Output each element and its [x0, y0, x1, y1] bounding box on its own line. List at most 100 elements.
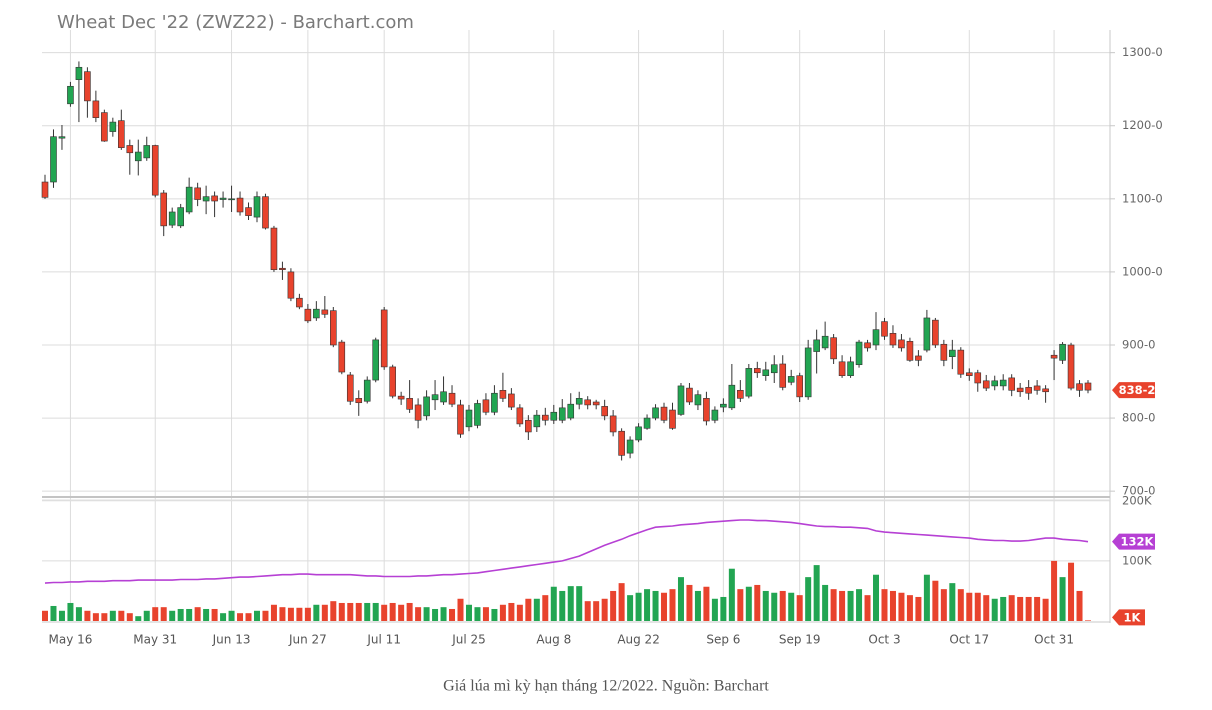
volume-bar — [508, 602, 515, 621]
volume-bar — [525, 598, 532, 621]
candle-body — [346, 374, 354, 402]
candle-body — [50, 136, 57, 183]
candle-body — [1033, 385, 1041, 391]
candle-body — [855, 341, 863, 366]
candle-body — [1008, 377, 1015, 391]
volume-bar — [84, 610, 91, 621]
candle-body — [542, 414, 549, 421]
volume-bar — [372, 602, 379, 621]
volume-bar — [576, 586, 583, 621]
volume-bar — [1008, 595, 1015, 621]
volume-bar — [788, 592, 795, 621]
y-tick-label: 800-0 — [1122, 411, 1155, 425]
candle-body — [575, 398, 583, 405]
candle-body — [787, 376, 795, 383]
candle-body — [694, 394, 702, 406]
volume-bar — [449, 608, 456, 621]
candle-body — [635, 426, 642, 441]
volume-bar — [262, 610, 269, 621]
candle-body — [474, 403, 481, 426]
candle-body — [626, 439, 634, 454]
candle-body — [847, 361, 854, 376]
candle-body — [406, 398, 413, 410]
volume-bar — [839, 590, 846, 621]
volume-bar — [42, 610, 48, 621]
candle-body — [1076, 383, 1083, 391]
y-tick-label: 1200-0 — [1122, 118, 1163, 132]
volume-bar — [270, 604, 277, 621]
volume-bar — [957, 589, 964, 621]
candle-body — [703, 398, 710, 422]
volume-bar — [567, 586, 574, 621]
candle-body — [321, 309, 329, 315]
volume-bar — [482, 607, 489, 621]
volume-bar — [813, 565, 820, 621]
volume-bar — [711, 598, 718, 621]
volume-bar — [101, 613, 108, 621]
candle-body — [431, 394, 439, 401]
x-tick-label: Jul 25 — [451, 633, 486, 647]
volume-bar — [296, 607, 303, 621]
volume-bar — [618, 583, 625, 621]
candle-body — [219, 197, 227, 200]
volume-bar — [440, 607, 447, 621]
candle-body — [1050, 354, 1058, 359]
volume-bar — [1034, 596, 1041, 621]
volume-bar — [1085, 620, 1091, 621]
volume-bar — [889, 590, 896, 621]
volume-bar — [881, 589, 888, 621]
candle-body — [830, 337, 837, 360]
volume-bar — [1076, 590, 1083, 621]
volume-bar — [143, 610, 150, 621]
volume-bar — [330, 601, 337, 621]
volume-bar — [220, 613, 227, 621]
volume-bar — [779, 590, 786, 621]
candle-body — [516, 407, 524, 425]
y2-tick-label: 200K — [1122, 493, 1152, 507]
last-volume-box — [1112, 609, 1145, 626]
candle-body — [660, 406, 668, 421]
candle-body — [949, 349, 956, 357]
volume-bar — [347, 602, 354, 621]
candle-body — [923, 317, 931, 351]
volume-bar — [67, 602, 74, 621]
volume-bar — [355, 602, 362, 621]
volume-bar — [1059, 577, 1066, 621]
candle-body — [965, 372, 973, 376]
volume-bar — [898, 592, 905, 621]
volume-bar — [50, 605, 57, 621]
y-tick-label: 700-0 — [1122, 484, 1155, 498]
volume-bar — [58, 610, 65, 621]
volume-bar — [1025, 596, 1032, 621]
volume-bar — [491, 608, 498, 621]
candle-body — [864, 342, 871, 349]
candle-body — [236, 197, 244, 213]
volume-bar — [864, 595, 871, 621]
candle-body — [448, 392, 456, 405]
volume-bar — [75, 607, 82, 621]
candle-body — [101, 112, 108, 142]
candle-body — [151, 145, 159, 196]
candle-body — [592, 401, 600, 406]
volume-bar — [762, 590, 769, 621]
candle-body — [525, 419, 532, 433]
x-tick-label: Jul 11 — [366, 633, 401, 647]
volume-bar — [118, 610, 125, 621]
volume-bar — [1051, 560, 1058, 621]
last-price-box-label: 838-2 — [1119, 383, 1156, 397]
volume-bar — [559, 590, 566, 621]
volume-bar — [228, 610, 235, 621]
volume-bar — [661, 592, 668, 621]
volume-bar — [610, 590, 617, 621]
volume-bar — [152, 607, 159, 621]
volume-bar — [856, 589, 863, 621]
volume-bar — [906, 595, 913, 621]
volume-bar — [635, 592, 642, 621]
volume-bar — [457, 598, 464, 621]
volume-bar — [398, 604, 405, 621]
last-volume-box-label: 1K — [1124, 610, 1142, 624]
candle-body — [1067, 344, 1075, 389]
candle-body — [262, 196, 269, 229]
candle-body — [669, 409, 676, 429]
candle-body — [533, 414, 541, 428]
